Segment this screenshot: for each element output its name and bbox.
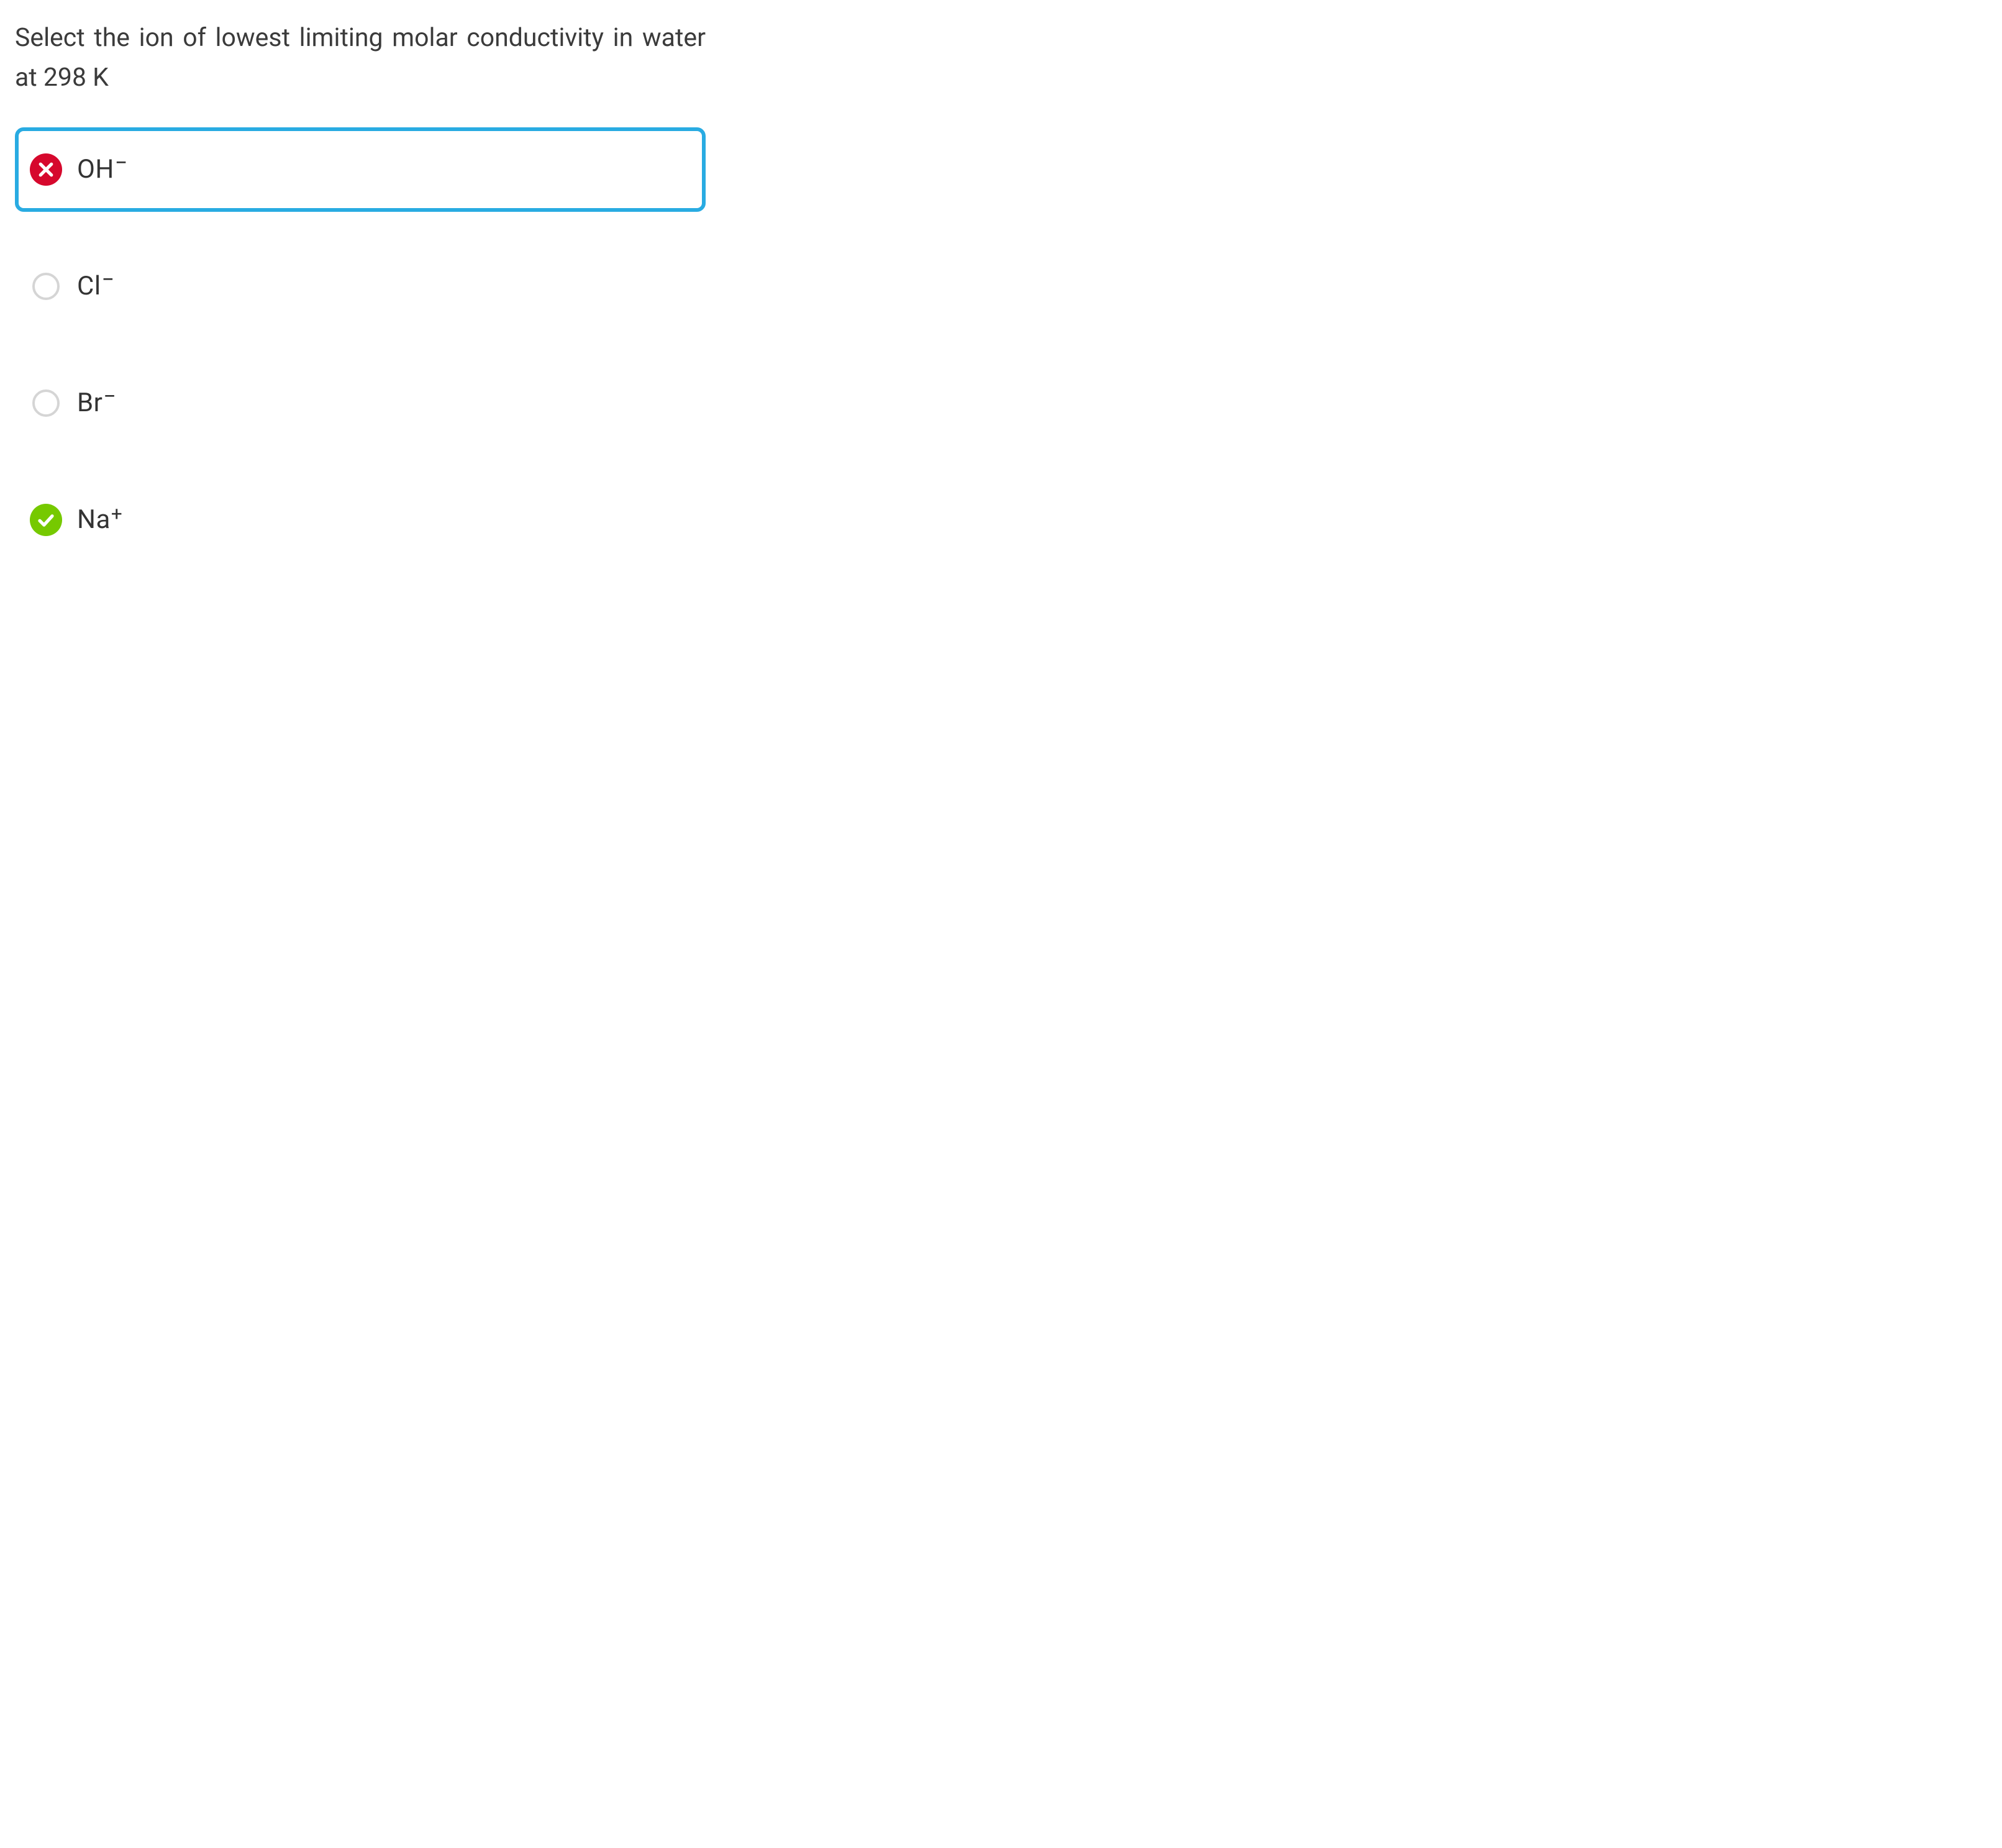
radio-icon <box>32 273 60 300</box>
option-label: Br− <box>77 390 116 416</box>
option-label: Na+ <box>77 507 122 533</box>
radio-icon <box>32 389 60 417</box>
option-br[interactable]: Br− <box>15 361 706 445</box>
option-cl[interactable]: Cl− <box>15 244 706 329</box>
option-marker <box>30 153 62 186</box>
wrong-icon <box>30 153 62 186</box>
option-label: OH− <box>77 157 128 183</box>
options-list: OH− Cl− Br− <box>15 127 706 594</box>
correct-icon <box>30 504 62 536</box>
question-text: Select the ion of lowest limiting molar … <box>15 19 706 98</box>
option-marker <box>30 504 62 536</box>
option-label: Cl− <box>77 273 114 299</box>
option-na[interactable]: Na+ <box>15 478 706 562</box>
option-marker <box>30 387 62 419</box>
option-marker <box>30 270 62 303</box>
quiz-container: Select the ion of lowest limiting molar … <box>0 0 721 613</box>
option-oh[interactable]: OH− <box>15 127 706 212</box>
